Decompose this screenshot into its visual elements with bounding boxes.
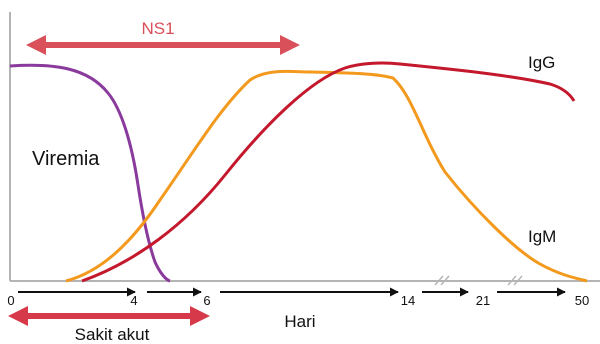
tick-4: 4	[130, 293, 137, 308]
tick-labels: 0 4 6 14 21 50	[7, 293, 589, 308]
tick-0: 0	[7, 293, 14, 308]
acute-illness-arrow	[8, 306, 210, 326]
viremia-label: Viremia	[32, 148, 100, 170]
tick-14: 14	[401, 293, 415, 308]
igm-curve	[65, 69, 588, 283]
tick-21: 21	[476, 293, 490, 308]
igg-curve	[81, 61, 576, 283]
ns1-arrow	[26, 35, 300, 55]
tick-6: 6	[203, 293, 210, 308]
acute-illness-label: Sakit akut	[75, 325, 150, 344]
axis-title: Hari	[284, 312, 315, 331]
ns1-label: NS1	[141, 19, 174, 38]
viremia-curve	[9, 63, 171, 283]
igm-label: IgM	[528, 227, 556, 246]
tick-50: 50	[575, 293, 589, 308]
igg-label: IgG	[528, 53, 555, 72]
axis-break-marks	[434, 275, 523, 286]
